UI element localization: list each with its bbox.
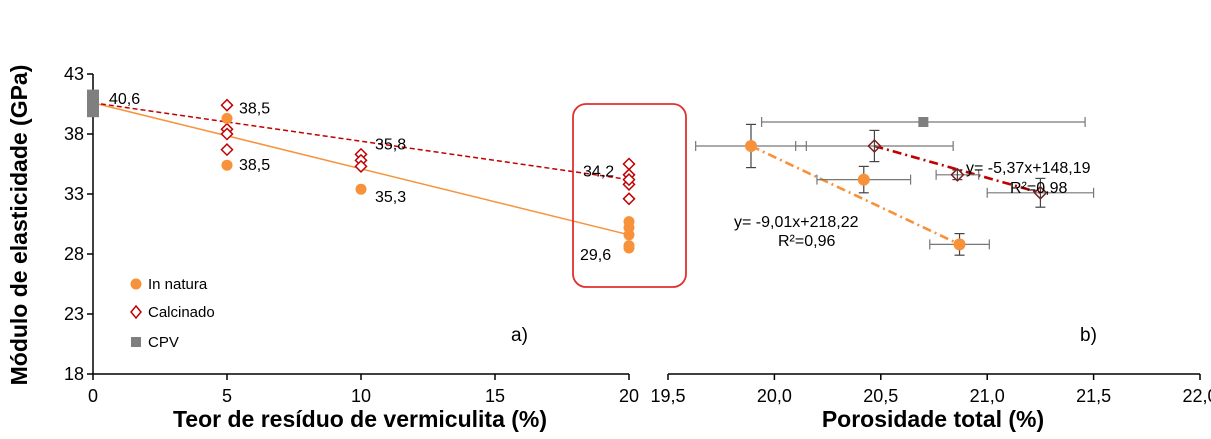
legend-marker-in-natura (130, 278, 142, 290)
data-label: 29,6 (580, 247, 611, 264)
x-tick-label: 20 (619, 386, 639, 406)
r2-calcinado: R²=0,98 (1010, 180, 1067, 197)
legend-label-calcinado: Calcinado (148, 304, 215, 321)
data-label: 34,2 (583, 164, 614, 181)
point-calcinado-porosity (867, 138, 882, 154)
data-label: 35,8 (375, 136, 406, 153)
x-tick-label: 21,5 (1076, 386, 1111, 406)
panel-a: 18 23 28 33 38 43 0 5 10 15 20 40,6 38,5 38,5 35,8 35… (6, 64, 687, 432)
y-tick-label: 33 (64, 184, 84, 204)
x-tick-label: 20,5 (863, 386, 898, 406)
data-label: 38,5 (239, 100, 270, 117)
legend-label-cpv: CPV (148, 334, 179, 351)
y-tick-label: 43 (64, 64, 84, 84)
legend: In natura Calcinado CPV (130, 276, 215, 351)
r2-in-natura: R²=0,96 (778, 233, 835, 250)
point-in-natura-porosity (857, 173, 870, 186)
data-label: 38,5 (239, 157, 270, 174)
x-tick-label: 5 (222, 386, 232, 406)
x-tick-label: 10 (351, 386, 371, 406)
point-calcinado (220, 143, 234, 157)
panel-b: 19,5 20,0 20,5 21,0 21,5 22,0 y= -5,37x+148,1… (650, 117, 1211, 432)
legend-label-in-natura: In natura (148, 276, 208, 293)
panel-b-x-axis-title: Porosidade total (%) (822, 406, 1044, 432)
y-tick-label: 38 (64, 124, 84, 144)
panel-b-letter: b) (1080, 325, 1097, 346)
x-tick-label: 20,0 (757, 386, 792, 406)
y-tick-label: 28 (64, 244, 84, 264)
panel-a-letter: a) (511, 325, 528, 346)
panel-a-x-axis-title: Teor de resíduo de vermiculita (%) (173, 406, 547, 432)
trendline-calcinado (92, 102, 630, 181)
point-in-natura-porosity (953, 238, 966, 251)
x-tick-label: 19,5 (650, 386, 685, 406)
x-tick-label: 21,0 (970, 386, 1005, 406)
point-in-natura (221, 159, 233, 171)
equation-calcinado: y= -5,37x+148,19 (966, 160, 1091, 177)
y-tick-label: 23 (64, 304, 84, 324)
point-calcinado-porosity (1033, 185, 1048, 200)
point-in-natura (355, 183, 367, 195)
legend-marker-cpv (131, 337, 141, 347)
point-in-natura (623, 240, 635, 252)
data-label: 40,6 (109, 91, 140, 108)
highlight-box (572, 103, 687, 288)
point-calcinado (220, 98, 234, 112)
point-in-natura (221, 112, 233, 124)
point-calcinado (622, 192, 636, 206)
point-calcinado (354, 159, 368, 173)
legend-marker-calcinado (130, 304, 142, 320)
equation-in-natura: y= -9,01x+218,22 (734, 214, 859, 231)
y-tick-label: 18 (64, 364, 84, 384)
point-calcinado (220, 127, 234, 141)
point-calcinado (622, 157, 636, 171)
point-in-natura-porosity (744, 140, 757, 152)
point-cpv-porosity (918, 117, 929, 127)
x-tick-label: 15 (485, 386, 505, 406)
point-calcinado-porosity (950, 167, 965, 182)
data-label: 35,3 (375, 189, 406, 206)
point-calcinado (622, 173, 636, 187)
trendline-in-natura-porosity (750, 144, 961, 246)
x-tick-label: 22,0 (1182, 386, 1211, 406)
point-in-natura (623, 216, 635, 228)
x-tick-label: 0 (88, 386, 98, 406)
point-cpv (87, 89, 99, 102)
y-axis-title: Módulo de elasticidade (GPa) (6, 65, 32, 386)
